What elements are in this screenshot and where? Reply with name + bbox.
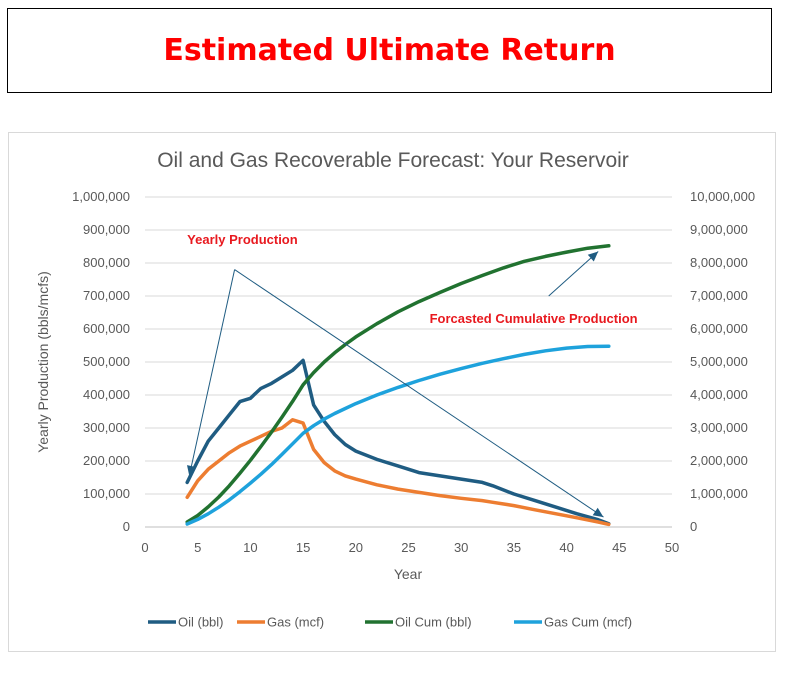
legend: Oil (bbl) Gas (mcf) Oil Cum (bbl) Gas Cum (… bbox=[148, 615, 632, 630]
x-tick-label: 20 bbox=[349, 540, 363, 555]
y-tick-label: 300,000 bbox=[83, 420, 130, 435]
y-axis-title: Yearly Production (bbls/mcfs) bbox=[35, 271, 51, 453]
arrow-line-0 bbox=[188, 269, 236, 476]
annotations: Yearly Production Forcasted Cumulative Pr… bbox=[187, 232, 638, 326]
arrow-head-2 bbox=[587, 251, 599, 262]
y-tick-label: 800,000 bbox=[83, 255, 130, 270]
legend-label-2: Oil Cum (bbl) bbox=[395, 615, 472, 630]
y2-tick-label: 5,000,000 bbox=[690, 354, 748, 369]
arrow-line-2 bbox=[548, 251, 599, 297]
y2-tick-label: 1,000,000 bbox=[690, 486, 748, 501]
y2-tick-label: 2,000,000 bbox=[690, 453, 748, 468]
series-line-3 bbox=[185, 344, 611, 526]
x-tick-label: 0 bbox=[141, 540, 148, 555]
arrow-line-1 bbox=[234, 269, 604, 518]
y-tick-label: 700,000 bbox=[83, 288, 130, 303]
x-tick-label: 40 bbox=[559, 540, 573, 555]
x-tick-label: 15 bbox=[296, 540, 310, 555]
y2-tick-label: 8,000,000 bbox=[690, 255, 748, 270]
series-lines bbox=[185, 244, 611, 527]
y2-tick-label: 0 bbox=[690, 519, 697, 534]
y-tick-label: 200,000 bbox=[83, 453, 130, 468]
annotation-1: Forcasted Cumulative Production bbox=[430, 311, 638, 326]
series-line-1 bbox=[185, 418, 611, 527]
x-tick-label: 35 bbox=[507, 540, 521, 555]
y2-tick-label: 9,000,000 bbox=[690, 222, 748, 237]
legend-label-0: Oil (bbl) bbox=[178, 615, 224, 630]
y-tick-label: 100,000 bbox=[83, 486, 130, 501]
x-tick-label: 10 bbox=[243, 540, 257, 555]
y-tick-label: 600,000 bbox=[83, 321, 130, 336]
y2-tick-label: 10,000,000 bbox=[690, 189, 755, 204]
series-line-2 bbox=[185, 244, 611, 524]
annotation-arrows bbox=[187, 251, 604, 518]
banner-title: Estimated Ultimate Return bbox=[163, 33, 616, 68]
y-tick-label: 400,000 bbox=[83, 387, 130, 402]
y-tick-label: 500,000 bbox=[83, 354, 130, 369]
x-tick-label: 30 bbox=[454, 540, 468, 555]
gridlines bbox=[145, 196, 672, 528]
legend-label-3: Gas Cum (mcf) bbox=[544, 615, 632, 630]
x-tick-label: 50 bbox=[665, 540, 679, 555]
legend-label-1: Gas (mcf) bbox=[267, 615, 324, 630]
x-tick-label: 25 bbox=[401, 540, 415, 555]
y-tick-label: 900,000 bbox=[83, 222, 130, 237]
y2-tick-label: 3,000,000 bbox=[690, 420, 748, 435]
y2-tick-label: 7,000,000 bbox=[690, 288, 748, 303]
arrow-head-1 bbox=[592, 507, 604, 518]
y-tick-label: 0 bbox=[123, 519, 130, 534]
chart-container bbox=[8, 132, 776, 652]
x-tick-label: 45 bbox=[612, 540, 626, 555]
chart-title: Oil and Gas Recoverable Forecast: Your R… bbox=[157, 149, 629, 172]
x-axis-title: Year bbox=[394, 566, 423, 582]
series-line-0 bbox=[185, 358, 611, 526]
title-banner: Estimated Ultimate Return bbox=[7, 8, 772, 93]
y2-tick-label: 4,000,000 bbox=[690, 387, 748, 402]
x-tick-label: 5 bbox=[194, 540, 201, 555]
y2-tick-label: 6,000,000 bbox=[690, 321, 748, 336]
y-tick-label: 1,000,000 bbox=[72, 189, 130, 204]
annotation-0: Yearly Production bbox=[187, 232, 298, 247]
arrow-head-0 bbox=[187, 465, 196, 476]
